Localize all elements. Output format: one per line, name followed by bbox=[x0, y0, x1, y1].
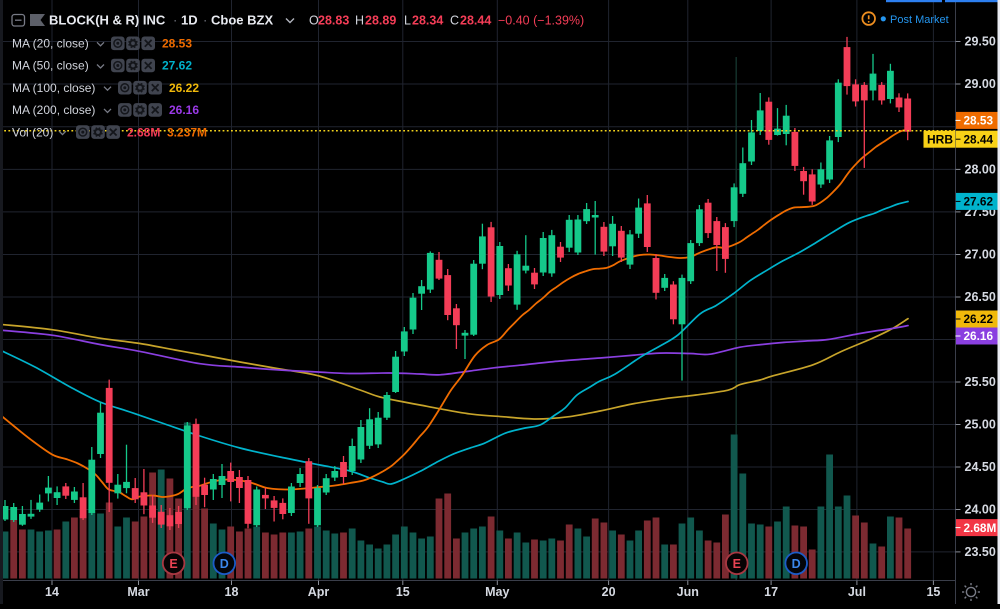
svg-text:26.16: 26.16 bbox=[964, 329, 994, 343]
svg-text:28.89: 28.89 bbox=[365, 14, 396, 28]
svg-text:23.50: 23.50 bbox=[965, 545, 996, 559]
svg-text:2.68M: 2.68M bbox=[964, 521, 997, 535]
svg-text:26.50: 26.50 bbox=[965, 290, 996, 304]
svg-text:14: 14 bbox=[45, 585, 59, 599]
svg-text:26.22: 26.22 bbox=[964, 312, 994, 326]
svg-text:C: C bbox=[450, 14, 459, 28]
svg-text:D: D bbox=[220, 557, 229, 571]
svg-text:Vol (20): Vol (20) bbox=[12, 125, 53, 139]
svg-text:24.50: 24.50 bbox=[965, 460, 996, 474]
svg-text:18: 18 bbox=[225, 585, 239, 599]
svg-text:28.00: 28.00 bbox=[965, 163, 996, 177]
svg-text:BLOCK(H & R) INC: BLOCK(H & R) INC bbox=[49, 13, 166, 28]
svg-text:Cboe BZX: Cboe BZX bbox=[211, 13, 273, 28]
svg-text:1D: 1D bbox=[181, 13, 198, 28]
svg-text:HRB: HRB bbox=[927, 132, 953, 146]
svg-text:28.44: 28.44 bbox=[460, 14, 491, 28]
svg-text:Jun: Jun bbox=[677, 585, 699, 599]
svg-text:24.00: 24.00 bbox=[965, 503, 996, 517]
svg-text:27.62: 27.62 bbox=[162, 59, 192, 73]
svg-text:15: 15 bbox=[396, 585, 410, 599]
svg-text:28.44: 28.44 bbox=[964, 132, 994, 146]
svg-text:25.50: 25.50 bbox=[965, 375, 996, 389]
svg-text:Post Market: Post Market bbox=[890, 14, 949, 26]
svg-text:28.34: 28.34 bbox=[412, 14, 443, 28]
svg-text:Jul: Jul bbox=[848, 585, 866, 599]
svg-text:E: E bbox=[733, 557, 741, 571]
svg-text:27.62: 27.62 bbox=[964, 195, 994, 209]
svg-text:D: D bbox=[792, 557, 801, 571]
svg-text:29.50: 29.50 bbox=[965, 35, 996, 49]
svg-text:Mar: Mar bbox=[127, 585, 149, 599]
svg-text:·: · bbox=[203, 13, 207, 28]
svg-text:Apr: Apr bbox=[308, 585, 330, 599]
svg-text:26.16: 26.16 bbox=[169, 103, 199, 117]
svg-text:H: H bbox=[355, 14, 364, 28]
svg-text:−0.40 (−1.39%): −0.40 (−1.39%) bbox=[498, 14, 584, 28]
svg-text:26.22: 26.22 bbox=[169, 81, 199, 95]
svg-text:2.68M: 2.68M bbox=[127, 125, 160, 139]
svg-text:MA (50, close): MA (50, close) bbox=[12, 59, 89, 73]
svg-text:MA (20, close): MA (20, close) bbox=[12, 37, 89, 51]
svg-text:27.00: 27.00 bbox=[965, 248, 996, 262]
svg-text:·: · bbox=[173, 13, 177, 28]
svg-text:28.53: 28.53 bbox=[964, 114, 994, 128]
svg-text:25.00: 25.00 bbox=[965, 418, 996, 432]
svg-text:May: May bbox=[485, 585, 509, 599]
svg-text:28.53: 28.53 bbox=[162, 37, 192, 51]
svg-text:MA (200, close): MA (200, close) bbox=[12, 103, 95, 117]
svg-text:17: 17 bbox=[764, 585, 778, 599]
svg-text:20: 20 bbox=[602, 585, 616, 599]
svg-text:29.00: 29.00 bbox=[965, 77, 996, 91]
svg-text:28.83: 28.83 bbox=[318, 14, 349, 28]
svg-text:3.237M: 3.237M bbox=[167, 125, 207, 139]
svg-text:E: E bbox=[169, 557, 177, 571]
svg-text:L: L bbox=[404, 14, 411, 28]
svg-text:15: 15 bbox=[926, 585, 940, 599]
svg-text:MA (100, close): MA (100, close) bbox=[12, 81, 95, 95]
